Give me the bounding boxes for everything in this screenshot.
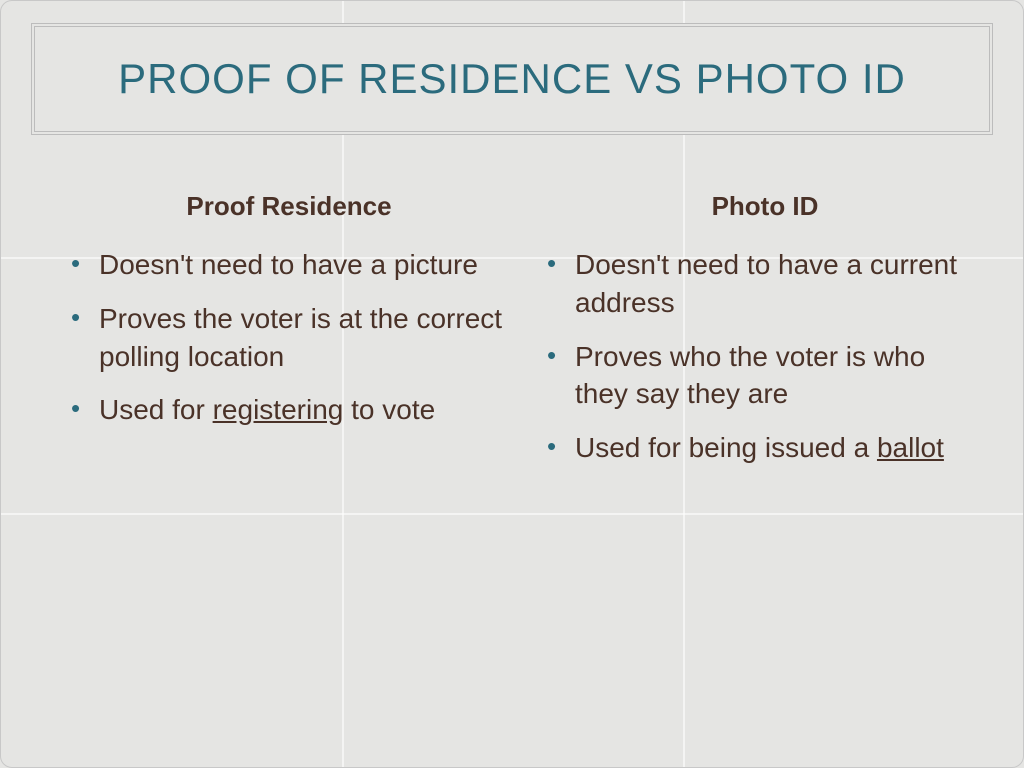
list-text: Used for being issued a [575,432,877,463]
right-column: Photo ID Doesn't need to have a current … [547,191,983,483]
right-list: Doesn't need to have a current address P… [547,246,983,467]
list-text: Proves who the voter is who they say the… [575,341,925,410]
list-item: Used for registering to vote [71,391,507,429]
list-underlined: ballot [877,432,944,463]
list-item: Doesn't need to have a current address [547,246,983,322]
slide-title: PROOF OF RESIDENCE VS PHOTO ID [55,55,969,103]
list-text: Proves the voter is at the correct polli… [99,303,502,372]
list-underlined: registering [213,394,344,425]
list-item: Proves the voter is at the correct polli… [71,300,507,376]
list-text: Used for [99,394,213,425]
slide: PROOF OF RESIDENCE VS PHOTO ID Proof Res… [0,0,1024,768]
list-text: to vote [343,394,435,425]
list-item: Proves who the voter is who they say the… [547,338,983,414]
list-text: Doesn't need to have a current address [575,249,957,318]
list-item: Used for being issued a ballot [547,429,983,467]
columns: Proof Residence Doesn't need to have a p… [71,191,983,483]
title-box: PROOF OF RESIDENCE VS PHOTO ID [31,23,993,135]
list-text: Doesn't need to have a picture [99,249,478,280]
left-heading: Proof Residence [71,191,507,222]
list-item: Doesn't need to have a picture [71,246,507,284]
right-heading: Photo ID [547,191,983,222]
grid-line [1,513,1023,515]
left-list: Doesn't need to have a picture Proves th… [71,246,507,429]
left-column: Proof Residence Doesn't need to have a p… [71,191,507,483]
